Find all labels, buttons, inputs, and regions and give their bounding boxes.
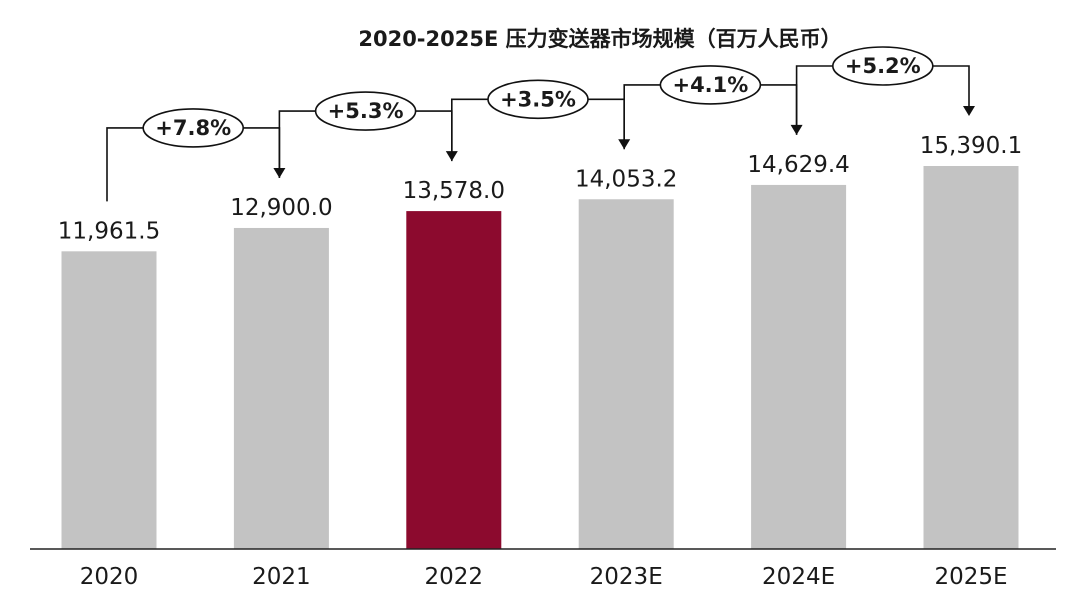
growth-annotations: +7.8% +5.3% +3.5% +4.1% +5.2% [106, 46, 975, 202]
growth-2024E-2025E-badge [831, 46, 934, 86]
x-tick-2020: 2020 [80, 564, 139, 590]
value-label-2024e: 14,629.4 [747, 152, 849, 178]
growth-2024E-2025E-arrow-icon [963, 106, 975, 116]
x-tick-2023e: 2023E [590, 564, 663, 590]
x-tick-labels: 2020 2021 2022 2023E 2024E 2025E [80, 564, 1008, 590]
bar-2023e [578, 199, 674, 549]
bars-layer [61, 166, 1019, 550]
growth-2021-2022-badge [314, 91, 417, 131]
value-label-2021: 12,900.0 [230, 195, 332, 221]
x-tick-2022: 2022 [425, 564, 484, 590]
x-tick-2024e: 2024E [762, 564, 835, 590]
bar-2025e [923, 166, 1019, 549]
value-label-2023e: 14,053.2 [575, 166, 677, 192]
x-tick-2025e: 2025E [934, 564, 1007, 590]
value-label-2025e: 15,390.1 [920, 133, 1022, 159]
growth-2023E-2024E-badge [659, 65, 762, 105]
value-labels: 11,961.5 12,900.0 13,578.0 14,053.2 14,629.4… [58, 133, 1022, 244]
growth-2024E-2025E-label: +5.2% [845, 54, 921, 78]
x-tick-2021: 2021 [252, 564, 311, 590]
value-label-2022: 13,578.0 [403, 178, 505, 204]
bar-2024e [751, 184, 847, 549]
growth-2022-2023E-badge [487, 79, 589, 120]
bar-2021 [233, 227, 329, 550]
chart-title: 2020-2025E 压力变送器市场规模（百万人民币） [358, 27, 841, 51]
growth-2023E-2024E-label: +4.1% [672, 73, 748, 97]
bar-2020 [61, 251, 157, 549]
growth-2020-2021-badge [142, 108, 244, 148]
value-label-2020: 11,961.5 [58, 218, 160, 244]
growth-2020-2021-label: +7.8% [155, 116, 231, 140]
growth-2022-2023E-label: +3.5% [500, 87, 576, 111]
bar-2022 [406, 211, 502, 550]
growth-2021-2022-label: +5.3% [328, 99, 404, 123]
